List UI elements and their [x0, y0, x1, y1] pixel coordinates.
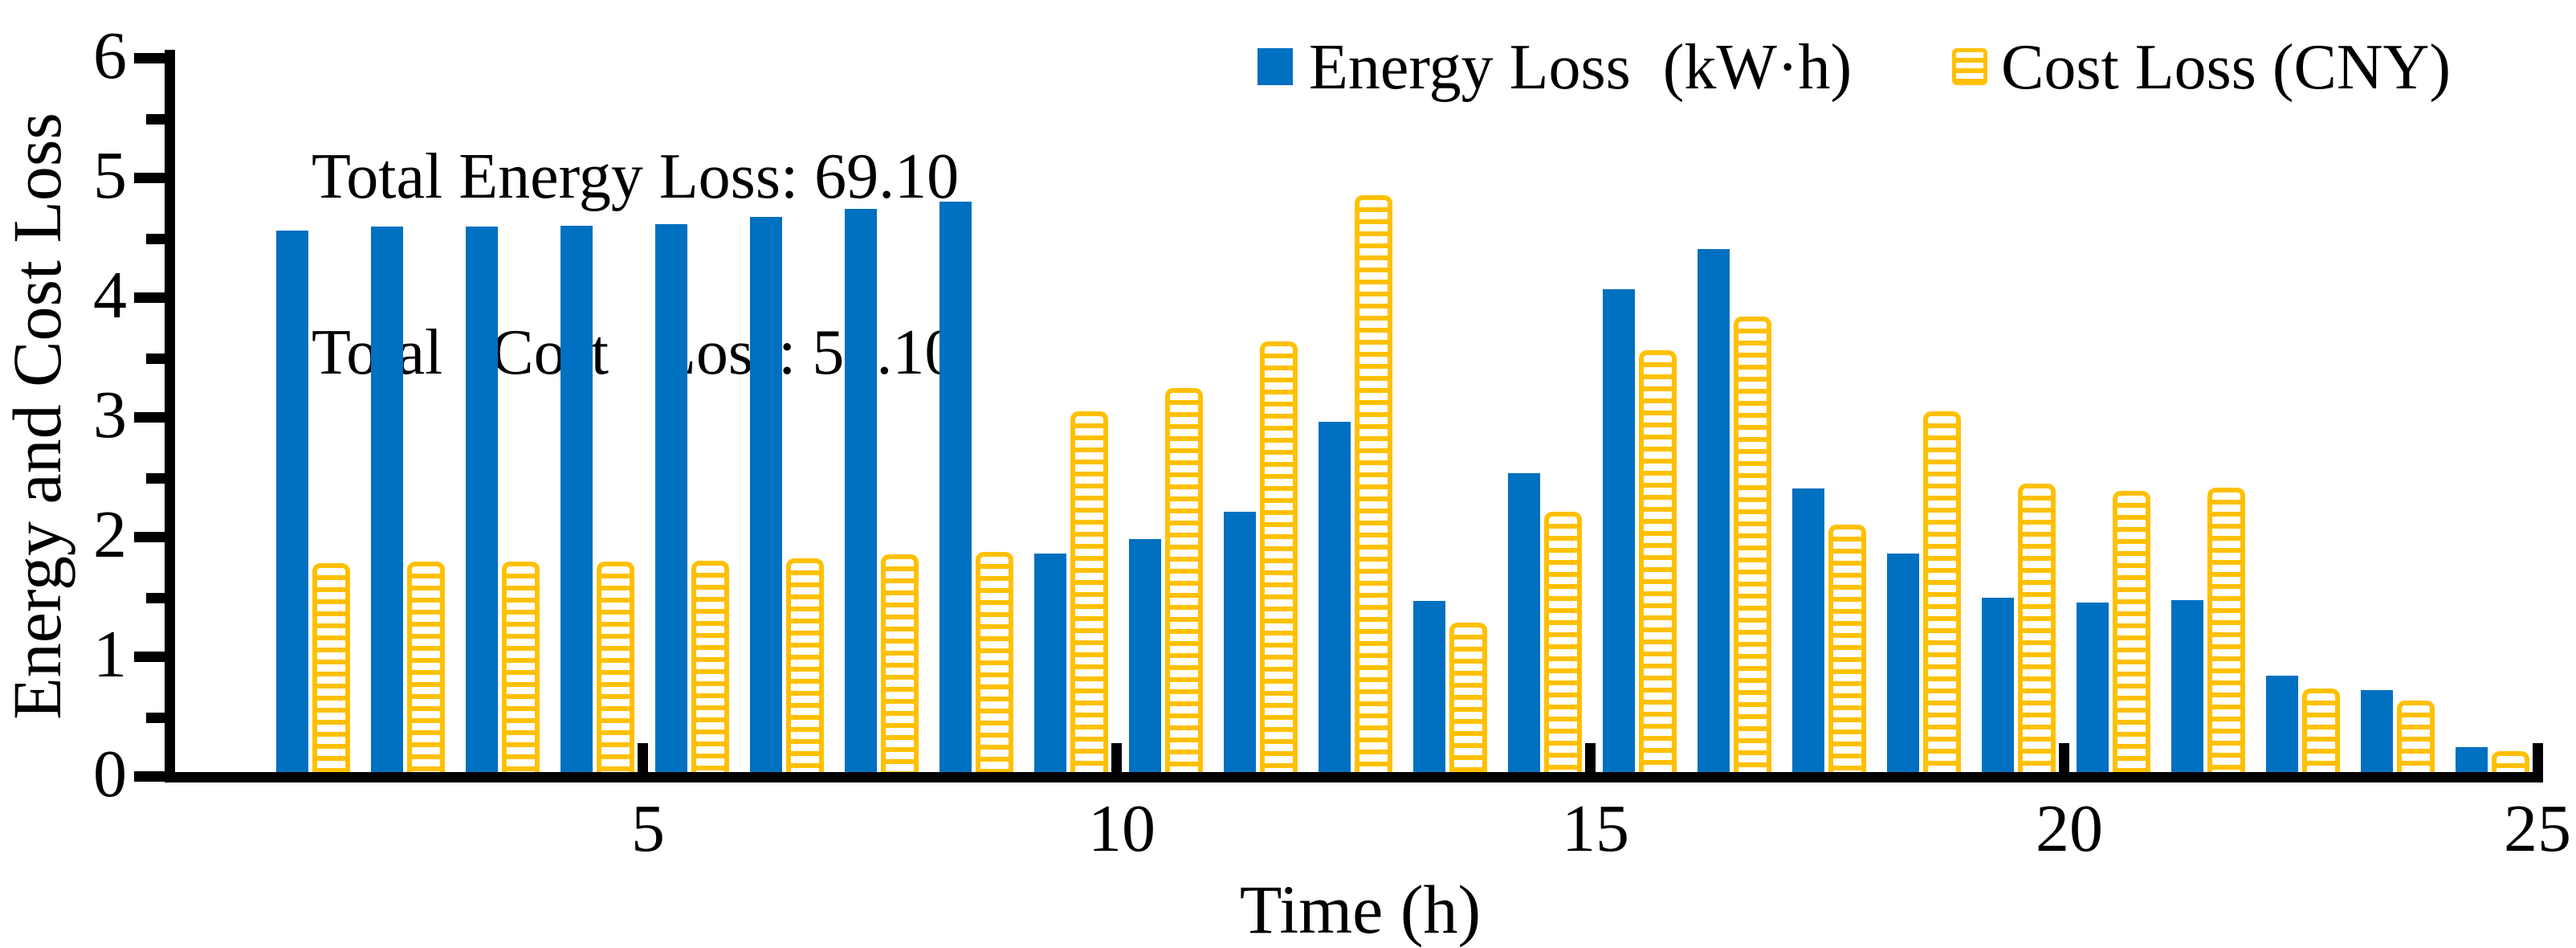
cost-bar	[2302, 689, 2340, 776]
x-tick-label: 25	[2504, 791, 2571, 866]
y-axis-tick	[134, 292, 165, 303]
energy-bar	[1034, 553, 1066, 776]
x-tick-label: 10	[1088, 791, 1156, 866]
energy-bar	[560, 225, 593, 776]
y-axis-tick	[134, 652, 165, 662]
energy-bar	[2171, 599, 2203, 776]
y-axis-tick	[134, 412, 165, 423]
x-tick-label: 5	[631, 791, 665, 866]
y-tick-label: 0	[93, 737, 127, 811]
y-tick-label: 5	[93, 138, 127, 213]
x-axis-tick	[1585, 743, 1596, 772]
energy-bar	[371, 227, 403, 776]
x-axis-title: Time (h)	[1239, 871, 1482, 948]
y-tick-label: 3	[93, 378, 127, 452]
energy-bar	[1792, 488, 1824, 776]
cost-bar	[2113, 491, 2150, 776]
y-tick-label: 1	[93, 617, 127, 692]
y-tick-label: 4	[93, 258, 127, 333]
cost-bar	[1828, 525, 1866, 776]
x-axis-tick	[2533, 743, 2543, 772]
y-axis-tick	[134, 173, 165, 183]
total-energy-loss-text: Total Energy Loss: 69.10	[312, 141, 960, 212]
energy-bar	[2456, 747, 2488, 776]
cost-bar	[1070, 411, 1108, 776]
y-axis-line	[165, 50, 175, 783]
cost-bar	[881, 554, 919, 776]
cost-bar	[976, 552, 1013, 776]
y-axis-minor-tick	[146, 592, 165, 603]
x-axis-line	[165, 772, 2543, 783]
energy-bar	[1319, 421, 1351, 776]
x-axis-tick	[638, 743, 648, 772]
y-axis-tick	[134, 53, 165, 63]
energy-bar	[1603, 288, 1635, 776]
x-axis-tick	[1111, 743, 1122, 772]
energy-bar	[2361, 689, 2393, 776]
cost-bar	[2397, 701, 2435, 776]
y-axis-tick	[134, 771, 165, 782]
energy-bar	[2266, 675, 2298, 776]
energy-bar	[1413, 601, 1445, 776]
cost-bar	[1165, 388, 1203, 776]
energy-bar	[276, 230, 308, 776]
cost-bar	[1355, 195, 1392, 776]
y-tick-label: 2	[93, 497, 127, 572]
energy-bar	[845, 208, 877, 776]
y-axis-minor-tick	[146, 712, 165, 723]
x-axis-tick	[2059, 743, 2069, 772]
y-axis-minor-tick	[146, 472, 165, 484]
x-tick-label: 20	[2036, 791, 2103, 866]
y-axis-tick	[134, 532, 165, 542]
x-tick-label: 15	[1562, 791, 1629, 866]
cost-bar	[502, 562, 540, 776]
cost-bar	[1260, 341, 1298, 776]
energy-bar	[1508, 473, 1540, 776]
legend-cost-swatch	[1952, 48, 1987, 85]
energy-bar	[1129, 538, 1161, 776]
cost-bar	[1923, 411, 1961, 776]
y-axis-minor-tick	[146, 233, 165, 244]
cost-bar	[1544, 511, 1582, 776]
cost-bar	[1734, 316, 1771, 776]
y-axis-minor-tick	[146, 353, 165, 364]
energy-bar	[940, 201, 972, 776]
energy-bar	[466, 227, 498, 776]
energy-bar	[750, 217, 782, 776]
legend-energy-swatch	[1257, 48, 1293, 85]
cost-bar	[691, 560, 729, 776]
cost-bar	[1639, 349, 1677, 776]
energy-bar	[1224, 511, 1256, 776]
cost-bar	[597, 562, 634, 776]
y-tick-label: 6	[93, 18, 127, 93]
energy-bar	[1698, 249, 1730, 776]
energy-bar	[1982, 597, 2014, 776]
y-axis-minor-tick	[146, 113, 165, 125]
legend-energy-label: Energy Loss (kW·h)	[1309, 32, 1853, 103]
cost-bar	[2492, 750, 2529, 776]
cost-bar	[312, 562, 350, 776]
cost-bar	[2207, 487, 2245, 776]
energy-bar	[1887, 553, 1919, 776]
cost-bar	[407, 562, 445, 776]
energy-bar	[2077, 602, 2109, 776]
legend-cost-label: Cost Loss (CNY)	[2001, 32, 2452, 103]
energy-bar	[655, 224, 687, 776]
cost-bar	[1449, 623, 1487, 776]
cost-bar	[2018, 484, 2056, 776]
cost-bar	[786, 558, 824, 776]
